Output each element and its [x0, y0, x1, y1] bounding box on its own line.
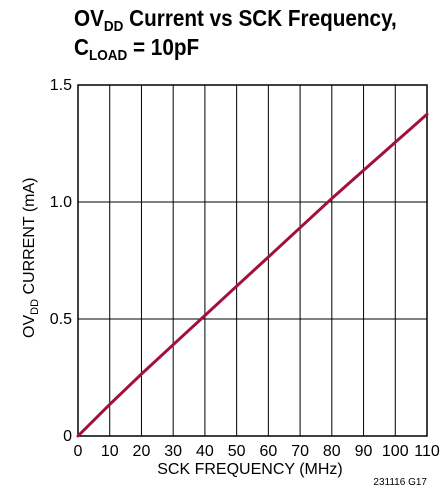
- chart-title: OVDD Current vs SCK Frequency, CLOAD = 1…: [74, 4, 397, 64]
- x-tick-label: 0: [74, 443, 83, 460]
- chart-title-line-2: CLOAD = 10pF: [74, 34, 200, 64]
- series-line: [76, 112, 429, 438]
- x-tick-label: 40: [196, 443, 214, 460]
- x-tick-label: 60: [259, 443, 277, 460]
- y-axis-label: OVDD CURRENT (mA): [21, 178, 41, 339]
- figure-code: 231116 G17: [373, 477, 427, 488]
- x-tick-labels: 0 10 20 30 40 50 60 70 80 90 100 110: [74, 443, 440, 460]
- chart-title-line-1: OVDD Current vs SCK Frequency,: [74, 5, 397, 35]
- y-tick-label: 1.0: [50, 194, 72, 211]
- x-tick-label: 80: [323, 443, 341, 460]
- y-tick-labels: 0 0.5 1.0 1.5: [50, 77, 72, 445]
- x-tick-label: 20: [133, 443, 151, 460]
- x-tick-label: 90: [355, 443, 373, 460]
- x-tick-label: 100: [382, 443, 409, 460]
- x-axis-label: SCK FREQUENCY (MHz): [157, 461, 343, 478]
- y-tick-label: 1.5: [50, 77, 72, 94]
- y-tick-label: 0.5: [50, 311, 72, 328]
- y-tick-label: 0: [63, 428, 72, 445]
- x-tick-label: 30: [164, 443, 182, 460]
- plot-frame: [77, 84, 428, 437]
- x-tick-label: 50: [228, 443, 246, 460]
- x-tick-label: 10: [101, 443, 119, 460]
- x-tick-label: 110: [414, 443, 440, 460]
- x-tick-label: 70: [291, 443, 309, 460]
